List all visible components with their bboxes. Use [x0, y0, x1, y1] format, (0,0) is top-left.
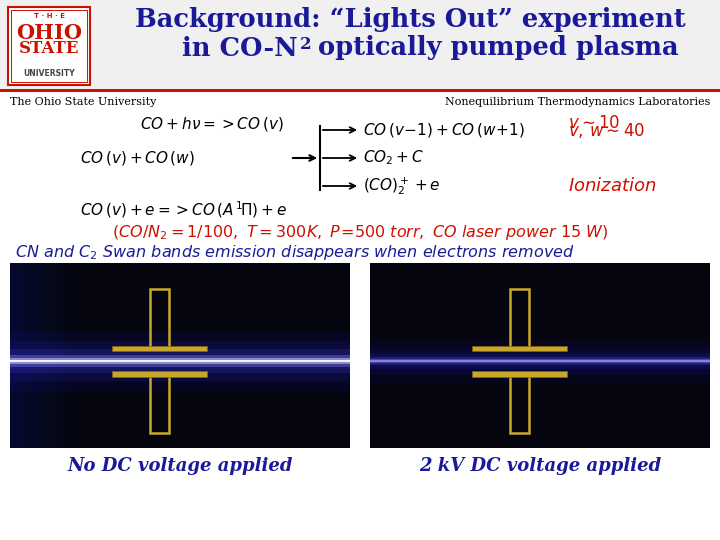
- Text: Background: “Lights Out” experiment: Background: “Lights Out” experiment: [135, 8, 685, 32]
- Text: optically pumped plasma: optically pumped plasma: [309, 36, 679, 60]
- Bar: [10, 263, 52, 448]
- Bar: [10, 341, 350, 381]
- Bar: [370, 353, 710, 369]
- Text: T · H · E: T · H · E: [34, 14, 65, 19]
- Bar: [370, 357, 710, 365]
- Text: $v,\, w \sim 40$: $v,\, w \sim 40$: [568, 120, 645, 139]
- Text: UNIVERSITY: UNIVERSITY: [23, 69, 75, 78]
- Bar: [10, 263, 22, 448]
- Bar: [10, 349, 350, 373]
- Text: OHIO: OHIO: [16, 23, 82, 43]
- Bar: [0, 0, 720, 90]
- Bar: [510, 374, 529, 433]
- Text: $(CO/N_2=1/100,\ T = 300K,\ P\!=\!500\ torr,\ CO\ laser\ power\ 15\ W)$: $(CO/N_2=1/100,\ T = 300K,\ P\!=\!500\ t…: [112, 222, 608, 241]
- Bar: [10, 263, 28, 448]
- Bar: [0, 89, 720, 92]
- Bar: [8, 7, 90, 85]
- Bar: [370, 359, 710, 363]
- Bar: [10, 360, 350, 362]
- Text: $Ionization$: $Ionization$: [568, 177, 657, 195]
- Bar: [10, 331, 350, 391]
- Bar: [10, 263, 70, 448]
- Bar: [10, 358, 350, 364]
- Bar: [112, 346, 207, 350]
- Text: The Ohio State University: The Ohio State University: [10, 97, 156, 107]
- Text: in CO-N: in CO-N: [182, 36, 298, 60]
- Text: $v \sim 10$: $v \sim 10$: [568, 116, 620, 132]
- Bar: [370, 263, 710, 448]
- Text: $CO\,(v\!-\!1) + CO\,(w\!+\!1)$: $CO\,(v\!-\!1) + CO\,(w\!+\!1)$: [363, 121, 525, 139]
- Bar: [11, 10, 87, 82]
- Text: $CN\ and\ C_2\ Swan\ bands\ emission\ disappears\ when\ electrons\ removed$: $CN\ and\ C_2\ Swan\ bands\ emission\ di…: [15, 242, 575, 261]
- Bar: [10, 263, 16, 448]
- Bar: [472, 372, 567, 376]
- Bar: [10, 263, 350, 448]
- Text: $CO\,(v) + e => CO\,(A\,^1\!\Pi) + e$: $CO\,(v) + e => CO\,(A\,^1\!\Pi) + e$: [80, 200, 287, 220]
- Text: $(CO)_2^+ + e$: $(CO)_2^+ + e$: [363, 175, 441, 197]
- Text: 2: 2: [300, 36, 312, 53]
- Text: No DC voltage applied: No DC voltage applied: [67, 457, 293, 475]
- Bar: [112, 372, 207, 376]
- Bar: [10, 355, 350, 367]
- Text: $CO_2 + C$: $CO_2 + C$: [363, 148, 424, 167]
- Text: $CO + h\nu => CO\,(v)$: $CO + h\nu => CO\,(v)$: [140, 115, 284, 133]
- Bar: [472, 346, 567, 350]
- Bar: [150, 374, 169, 433]
- Bar: [370, 347, 710, 375]
- Bar: [510, 289, 529, 348]
- Bar: [370, 339, 710, 383]
- Bar: [10, 263, 58, 448]
- Bar: [370, 360, 710, 362]
- Bar: [10, 263, 40, 448]
- Bar: [10, 263, 46, 448]
- Bar: [10, 263, 34, 448]
- Bar: [10, 263, 64, 448]
- Text: $CO\,(v) + CO\,(w)$: $CO\,(v) + CO\,(w)$: [80, 149, 195, 167]
- Text: 2 kV DC voltage applied: 2 kV DC voltage applied: [419, 457, 661, 475]
- Bar: [150, 289, 169, 348]
- Text: Nonequilibrium Thermodynamics Laboratories: Nonequilibrium Thermodynamics Laboratori…: [445, 97, 710, 107]
- Text: STATE: STATE: [19, 40, 79, 57]
